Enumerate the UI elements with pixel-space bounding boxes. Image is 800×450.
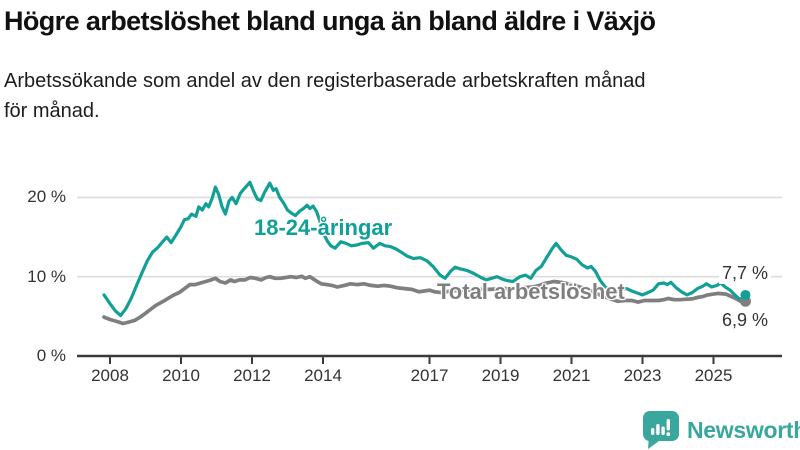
- newsworthy-logo-icon: [643, 411, 679, 449]
- newsworthy-logo-text: Newsworthy: [687, 416, 800, 443]
- x-axis-label-2019: 2019: [481, 366, 520, 385]
- y-axis-label-0: 0 %: [36, 346, 66, 365]
- series-end-dot-18-24: [740, 289, 751, 300]
- end-value-label-18-24: 7,7 %: [719, 263, 772, 284]
- end-value-label-total: 6,9 %: [719, 310, 772, 331]
- subtitle-line-2: för månad.: [4, 100, 100, 122]
- x-axis-label-2014: 2014: [304, 366, 342, 385]
- x-axis-label-2017: 2017: [410, 366, 449, 385]
- x-axis-label-2023: 2023: [623, 366, 662, 385]
- x-axis-label-2008: 2008: [91, 366, 129, 385]
- x-axis-label-2025: 2025: [694, 366, 733, 385]
- x-axis-label-2021: 2021: [552, 366, 591, 385]
- subtitle-line-1: Arbetssökande som andel av den registerb…: [4, 70, 646, 92]
- x-axis-label-2010: 2010: [162, 366, 200, 385]
- series-line-18-24: [102, 180, 748, 318]
- series-label-total: Total arbetslöshet: [437, 279, 625, 304]
- series-line-total: [102, 274, 748, 326]
- chart-subtitle: Arbetssökande som andel av den registerb…: [4, 66, 646, 126]
- newsworthy-branding: Newsworthy: [643, 411, 800, 449]
- y-axis-label-20: 20 %: [27, 187, 66, 207]
- page-title: Högre arbetslöshet bland unga än bland ä…: [4, 6, 656, 36]
- series-label-18-24: 18-24-åringar: [254, 215, 393, 240]
- x-axis-label-2012: 2012: [233, 366, 271, 385]
- y-axis-label-10: 10 %: [27, 266, 66, 286]
